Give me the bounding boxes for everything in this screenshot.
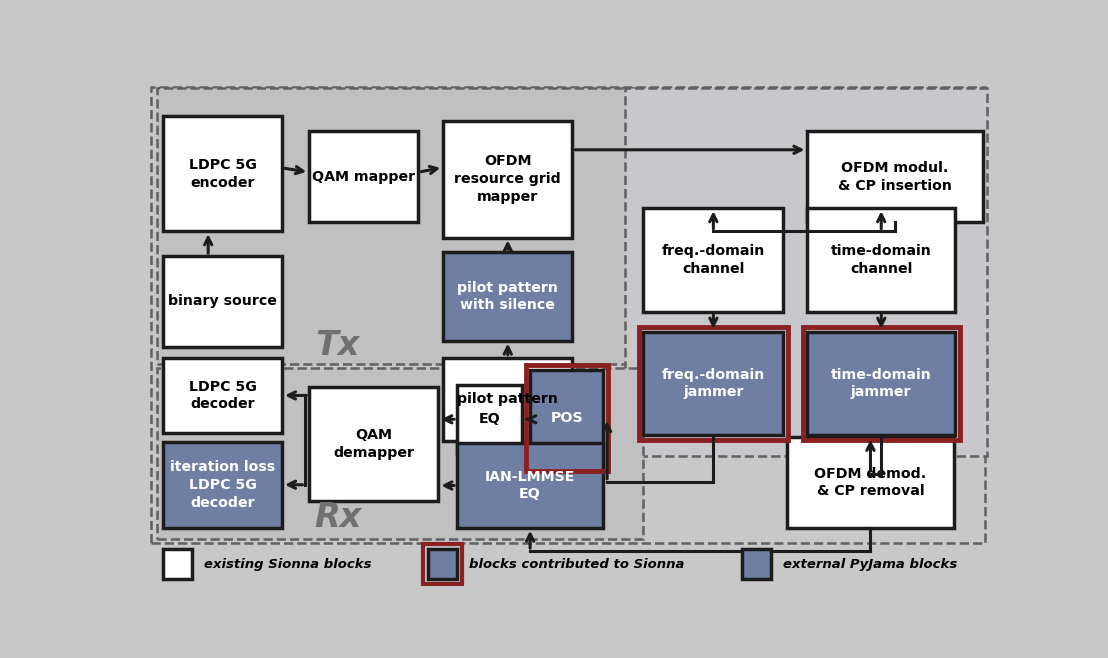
Text: pilot pattern
with silence: pilot pattern with silence [458,280,558,313]
FancyBboxPatch shape [163,358,283,433]
Text: QAM
demapper: QAM demapper [334,428,414,460]
FancyBboxPatch shape [808,132,983,222]
FancyBboxPatch shape [625,88,987,456]
FancyBboxPatch shape [156,88,644,364]
FancyBboxPatch shape [443,120,573,238]
FancyBboxPatch shape [163,549,192,580]
Text: iteration loss
LDPC 5G
decoder: iteration loss LDPC 5G decoder [170,460,275,509]
FancyBboxPatch shape [163,116,283,232]
FancyBboxPatch shape [787,437,954,528]
FancyBboxPatch shape [742,549,771,580]
Text: OFDM modul.
& CP insertion: OFDM modul. & CP insertion [838,161,952,193]
Text: LDPC 5G
decoder: LDPC 5G decoder [188,380,256,411]
FancyBboxPatch shape [456,443,603,528]
FancyBboxPatch shape [428,549,456,580]
FancyBboxPatch shape [163,442,283,528]
FancyBboxPatch shape [309,387,439,501]
Text: OFDM demod.
& CP removal: OFDM demod. & CP removal [814,467,926,498]
Text: existing Sionna blocks: existing Sionna blocks [204,557,371,570]
Text: blocks contributed to Sionna: blocks contributed to Sionna [469,557,684,570]
Text: pilot pattern: pilot pattern [458,392,558,406]
FancyBboxPatch shape [644,209,783,313]
Text: LDPC 5G
encoder: LDPC 5G encoder [188,158,256,190]
Text: IAN-LMMSE
EQ: IAN-LMMSE EQ [485,470,575,501]
FancyBboxPatch shape [443,358,573,441]
FancyBboxPatch shape [456,386,522,453]
FancyBboxPatch shape [443,252,573,341]
Text: Rx: Rx [314,501,361,534]
Text: OFDM
resource grid
mapper: OFDM resource grid mapper [454,154,561,204]
Text: EQ: EQ [479,413,501,426]
FancyBboxPatch shape [163,256,283,347]
Text: Tx: Tx [316,329,360,362]
FancyBboxPatch shape [309,132,419,222]
Text: binary source: binary source [168,295,277,309]
Text: freq.-domain
jammer: freq.-domain jammer [661,368,765,399]
Text: time-domain
channel: time-domain channel [831,244,932,276]
Text: external PyJama blocks: external PyJama blocks [782,557,957,570]
FancyBboxPatch shape [644,332,783,436]
Text: time-domain
jammer: time-domain jammer [831,368,932,399]
FancyBboxPatch shape [808,209,955,313]
FancyBboxPatch shape [808,332,955,436]
Text: POS: POS [551,411,583,425]
FancyBboxPatch shape [151,88,985,544]
Text: freq.-domain
channel: freq.-domain channel [661,244,765,276]
FancyBboxPatch shape [156,368,644,540]
FancyBboxPatch shape [530,370,603,467]
Text: QAM mapper: QAM mapper [312,170,416,184]
